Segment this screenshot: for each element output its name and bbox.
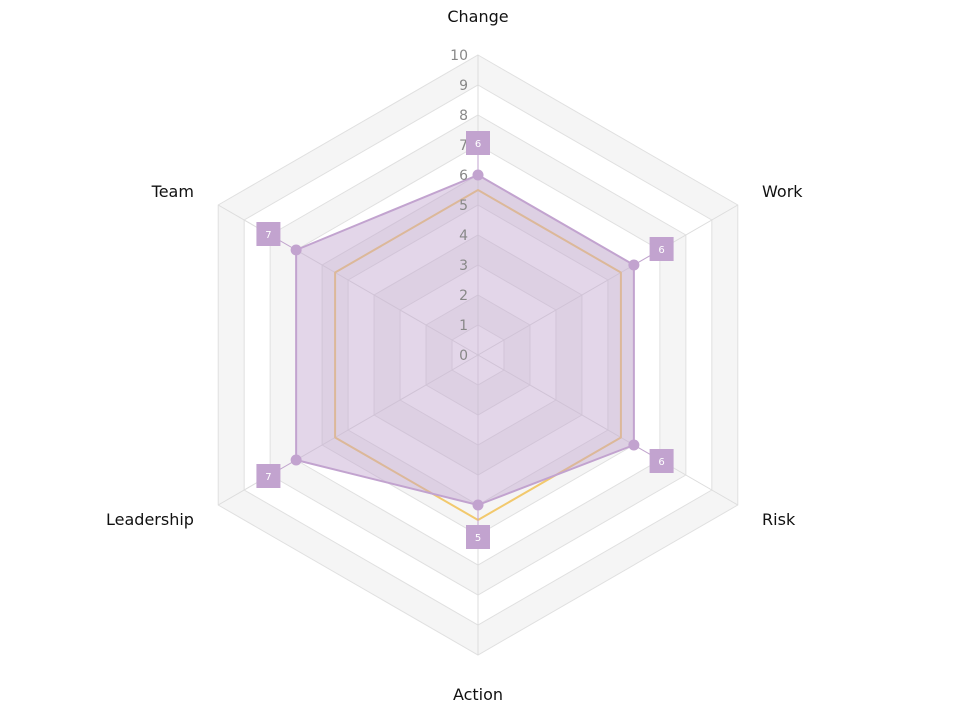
tick-label-10: 10 [450, 48, 468, 64]
data-label-box-1 [649, 237, 674, 261]
data-label-text-4: 7 [265, 472, 271, 483]
data-label-3: 5 [466, 505, 490, 549]
axis-label-risk: Risk [762, 510, 796, 529]
axis-labels: Change Work Risk Action Leadership Team [106, 7, 803, 704]
data-label-5: 7 [256, 222, 297, 251]
axis-label-leadership: Leadership [106, 510, 194, 529]
data-label-text-5: 7 [265, 230, 271, 241]
data-label-box-4 [256, 464, 281, 488]
data-label-box-0 [466, 131, 490, 155]
data-labels: 6 6 6 5 7 7 [256, 131, 674, 549]
data-label-text-3: 5 [475, 533, 481, 544]
tick-label-3: 3 [459, 258, 468, 274]
axis-spoke-1 [477, 204, 739, 356]
axis-spoke-2 [477, 354, 739, 506]
data-label-4: 7 [256, 459, 297, 488]
data-label-text-0: 6 [475, 139, 481, 150]
data-label-0: 6 [466, 131, 490, 175]
data-label-text-1: 6 [658, 245, 664, 256]
tick-label-2: 2 [459, 288, 468, 304]
tick-label-1: 1 [459, 318, 468, 334]
data-label-box-3 [466, 525, 490, 549]
data-label-1: 6 [633, 237, 674, 266]
axis-label-change: Change [447, 7, 508, 26]
data-label-text-2: 6 [658, 457, 664, 468]
axis-label-work: Work [762, 182, 803, 201]
tick-label-6: 6 [459, 168, 468, 184]
data-label-box-2 [649, 449, 674, 473]
tick-label-0: 0 [459, 348, 468, 364]
data-label-box-5 [256, 222, 281, 246]
tick-label-7: 7 [459, 138, 468, 154]
axis-label-action: Action [453, 685, 503, 704]
tick-label-4: 4 [459, 228, 468, 244]
tick-labels: 0 1 2 3 4 5 6 7 8 9 10 [450, 48, 468, 364]
tick-label-9: 9 [459, 78, 468, 94]
tick-label-8: 8 [459, 108, 468, 124]
tick-label-5: 5 [459, 198, 468, 214]
axis-label-team: Team [151, 182, 194, 201]
data-label-2: 6 [633, 444, 674, 473]
